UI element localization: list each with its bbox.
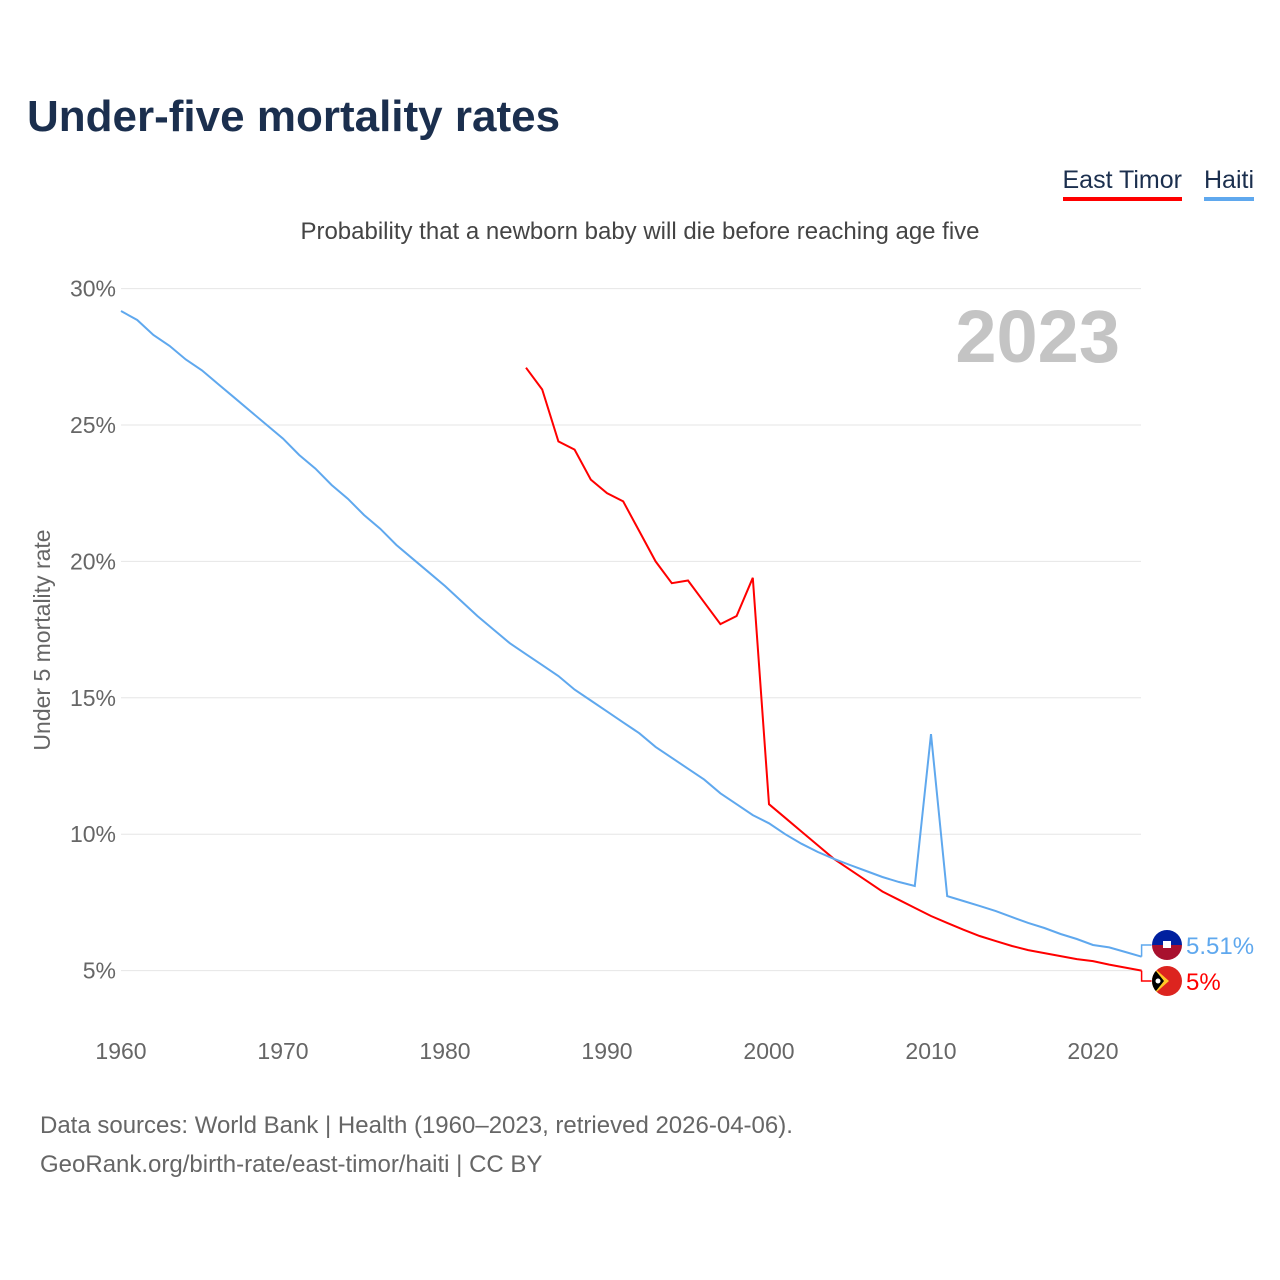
x-tick-label: 2020 xyxy=(1067,1038,1118,1064)
end-value-label: 5.51% xyxy=(1186,933,1254,960)
x-tick-label: 2000 xyxy=(743,1038,794,1064)
y-axis-label: Under 5 mortality rate xyxy=(29,529,55,750)
x-tick-label: 1980 xyxy=(419,1038,470,1064)
legend: East Timor Haiti xyxy=(1062,166,1254,201)
year-label: 2023 xyxy=(955,295,1120,378)
end-value-label: 5% xyxy=(1186,969,1221,996)
y-tick-label: 30% xyxy=(70,276,116,302)
data-source: Data sources: World Bank | Health (1960–… xyxy=(40,1112,793,1139)
source-link[interactable]: GeoRank.org/birth-rate/east-timor/haiti … xyxy=(40,1151,543,1178)
y-tick-label: 5% xyxy=(83,958,116,984)
chart-subtitle: Probability that a newborn baby will die… xyxy=(300,218,980,245)
chart-title: Under-five mortality rates xyxy=(27,92,561,141)
y-tick-label: 15% xyxy=(70,685,116,711)
legend-east-timor[interactable]: East Timor xyxy=(1062,166,1182,201)
series-line-east-timor[interactable] xyxy=(525,367,1142,972)
x-tick-label: 1990 xyxy=(581,1038,632,1064)
x-tick-label: 1970 xyxy=(257,1038,308,1064)
legend-haiti[interactable]: Haiti xyxy=(1203,166,1254,201)
x-tick-label: 2010 xyxy=(905,1038,956,1064)
haiti-flag-icon xyxy=(1152,930,1182,960)
x-tick-label: 1960 xyxy=(95,1038,146,1064)
end-connector xyxy=(1140,970,1152,982)
footer: Data sources: World Bank | Health (1960–… xyxy=(40,1106,793,1184)
east-timor-flag-icon xyxy=(1152,966,1182,996)
y-tick-label: 20% xyxy=(70,548,116,574)
y-tick-label: 10% xyxy=(70,821,116,847)
end-connector xyxy=(1140,944,1152,957)
series-line-haiti[interactable] xyxy=(120,310,1142,958)
y-tick-label: 25% xyxy=(70,412,116,438)
